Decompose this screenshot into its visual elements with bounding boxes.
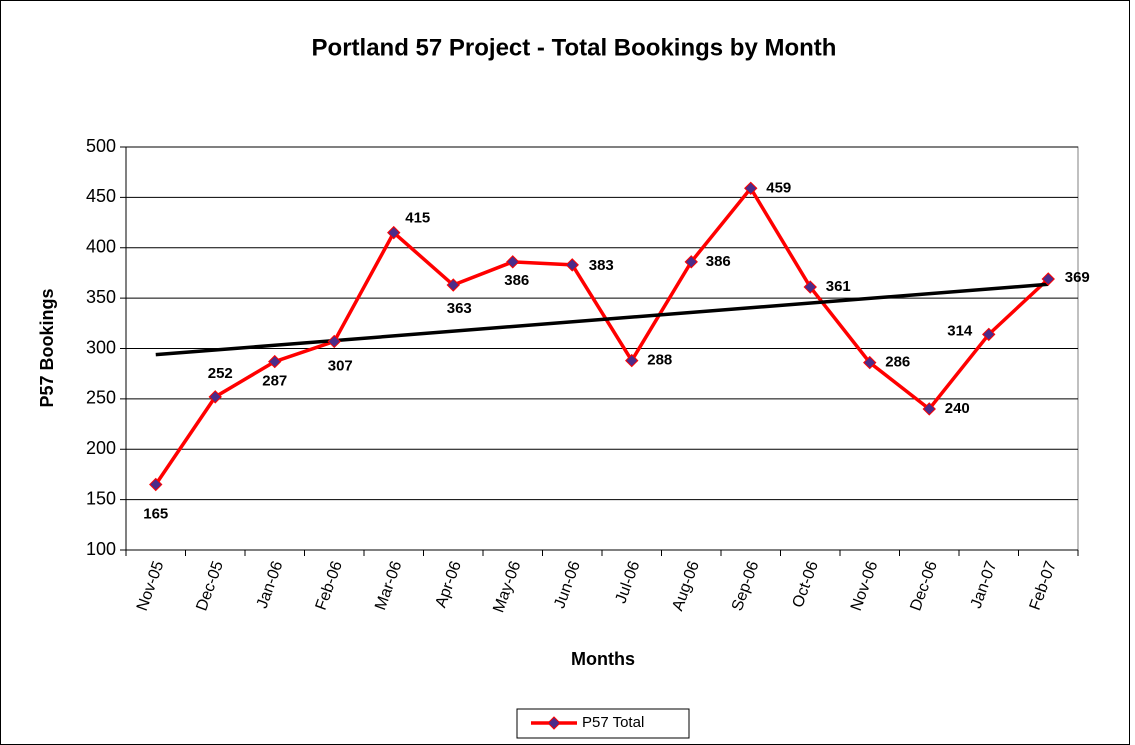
- data-marker: [922, 402, 936, 416]
- y-tick-label: 450: [86, 186, 116, 206]
- data-marker: [327, 334, 341, 349]
- trendline: [155, 282, 1049, 357]
- y-tick-label: 150: [86, 488, 116, 508]
- legend-label: P57 Total: [582, 714, 644, 731]
- data-label: 288: [647, 352, 672, 369]
- y-tick-label: 350: [86, 287, 116, 307]
- data-label: 369: [1065, 269, 1090, 286]
- data-marker: [506, 255, 520, 269]
- data-marker: [863, 355, 877, 370]
- data-marker: [565, 258, 579, 272]
- y-tick-label: 300: [86, 337, 116, 357]
- data-label: 386: [706, 253, 731, 270]
- data-label: 415: [405, 210, 430, 227]
- data-marker: [744, 181, 758, 196]
- y-tick-label: 400: [86, 237, 116, 257]
- data-marker: [625, 353, 639, 368]
- x-axis-title: Months: [571, 649, 635, 669]
- data-marker: [1041, 272, 1055, 286]
- data-label: 252: [208, 365, 233, 382]
- data-label: 165: [143, 505, 168, 522]
- data-line: [154, 185, 1050, 486]
- data-label: 383: [589, 257, 614, 274]
- data-marker: [684, 255, 698, 269]
- data-label: 286: [885, 354, 910, 371]
- data-label: 307: [328, 357, 353, 374]
- data-label: 361: [826, 278, 851, 295]
- data-marker: [208, 390, 222, 404]
- data-marker: [446, 278, 460, 292]
- data-marker: [268, 354, 282, 369]
- data-label: 386: [504, 272, 529, 289]
- data-marker: [387, 225, 401, 240]
- data-label: 287: [262, 373, 287, 390]
- data-label: 459: [766, 179, 791, 196]
- y-tick-label: 500: [86, 136, 116, 156]
- y-axis-title: P57 Bookings: [37, 288, 57, 407]
- legend-marker: [547, 716, 561, 730]
- y-tick-label: 200: [86, 438, 116, 458]
- data-marker: [149, 477, 163, 492]
- data-label: 314: [947, 322, 973, 339]
- chart-title: Portland 57 Project - Total Bookings by …: [312, 34, 837, 61]
- data-marker: [803, 280, 817, 294]
- data-label: 240: [945, 400, 970, 417]
- data-label: 363: [447, 300, 472, 317]
- y-tick-label: 250: [86, 388, 116, 408]
- data-marker: [982, 327, 996, 342]
- y-tick-label: 100: [86, 539, 116, 559]
